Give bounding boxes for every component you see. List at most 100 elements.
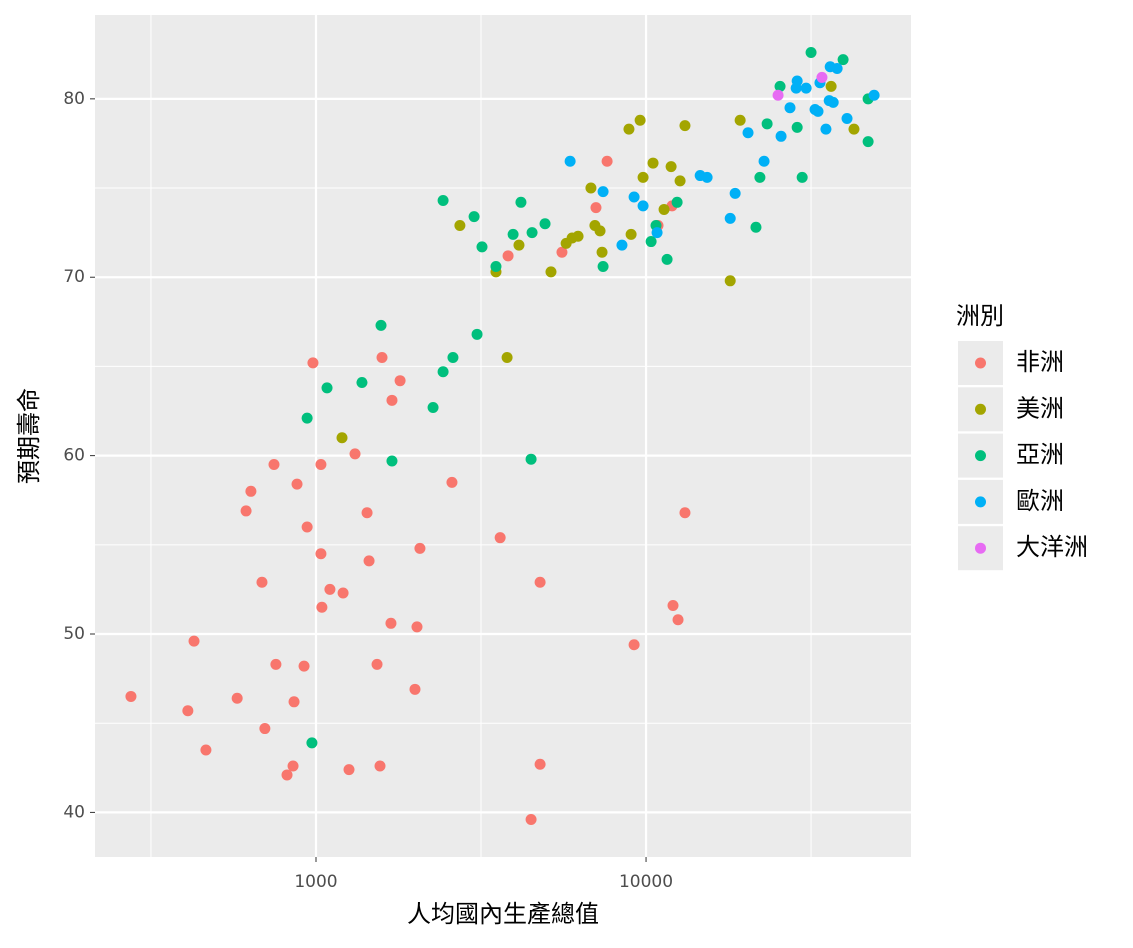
legend-marker (975, 450, 986, 462)
point (386, 455, 398, 467)
point (729, 187, 741, 199)
point (385, 617, 397, 629)
point (321, 382, 333, 394)
y-axis-label: 預期壽命 (15, 388, 43, 484)
panel (95, 15, 911, 857)
point (245, 485, 257, 497)
point (556, 246, 568, 258)
point (316, 601, 328, 613)
legend-label: 亞洲 (1016, 441, 1064, 469)
point (437, 366, 449, 378)
y-tick-label: 50 (63, 624, 85, 644)
legend-marker (975, 496, 986, 508)
point (623, 123, 635, 135)
point (324, 583, 336, 595)
point (679, 120, 691, 132)
point (750, 221, 762, 233)
point (827, 96, 839, 108)
point (651, 227, 663, 239)
y-tick-label: 60 (63, 446, 85, 466)
point (848, 123, 860, 135)
point (526, 227, 538, 239)
legend-marker (975, 542, 986, 554)
point (291, 478, 303, 490)
point (596, 246, 608, 258)
point (515, 196, 527, 208)
point (796, 171, 808, 183)
point (343, 764, 355, 776)
point (672, 614, 684, 626)
point (414, 542, 426, 554)
point (805, 46, 817, 58)
point (307, 357, 319, 369)
legend-label: 大洋洲 (1016, 533, 1088, 561)
point (468, 211, 480, 223)
point (298, 660, 310, 672)
point (616, 239, 628, 251)
point (545, 266, 557, 278)
point (625, 228, 637, 240)
point (125, 690, 137, 702)
x-tick-label: 10000 (619, 872, 673, 892)
point (597, 261, 609, 273)
point (585, 182, 597, 194)
point (539, 218, 551, 230)
point (490, 261, 502, 273)
point (240, 505, 252, 517)
legend-label: 歐洲 (1016, 487, 1064, 515)
point (628, 639, 640, 651)
point (281, 769, 293, 781)
point (337, 587, 349, 599)
point (494, 532, 506, 544)
point (270, 658, 282, 670)
point (386, 394, 398, 406)
point (476, 241, 488, 253)
point (820, 123, 832, 135)
point (437, 195, 449, 207)
point (637, 171, 649, 183)
point (868, 89, 880, 101)
point (231, 692, 243, 704)
point (761, 118, 773, 130)
point (471, 328, 483, 340)
point (671, 196, 683, 208)
point (724, 212, 736, 224)
point (525, 453, 537, 465)
point (447, 352, 459, 364)
point (259, 723, 271, 735)
point (594, 225, 606, 237)
point (774, 80, 786, 92)
point (349, 448, 361, 460)
point (363, 555, 375, 567)
point (701, 171, 713, 183)
point (572, 230, 584, 242)
point (674, 175, 686, 187)
point (661, 253, 673, 265)
point (200, 744, 212, 756)
point (647, 157, 659, 169)
point (758, 155, 770, 167)
point (315, 459, 327, 471)
x-tick-label: 1000 (294, 872, 337, 892)
legend-title: 洲別 (956, 302, 1004, 330)
point (375, 319, 387, 331)
point (628, 191, 640, 203)
point (841, 112, 853, 124)
point (256, 576, 268, 588)
point (525, 814, 537, 826)
point (507, 228, 519, 240)
y-tick-label: 70 (63, 267, 85, 287)
legend-marker (975, 357, 986, 369)
point (564, 155, 576, 167)
point (775, 130, 787, 142)
point (754, 171, 766, 183)
point (513, 239, 525, 251)
point (336, 432, 348, 444)
points (125, 46, 880, 826)
legend-label: 美洲 (1016, 394, 1064, 422)
point (590, 202, 602, 214)
point (534, 758, 546, 770)
point (742, 127, 754, 139)
point (825, 80, 837, 92)
